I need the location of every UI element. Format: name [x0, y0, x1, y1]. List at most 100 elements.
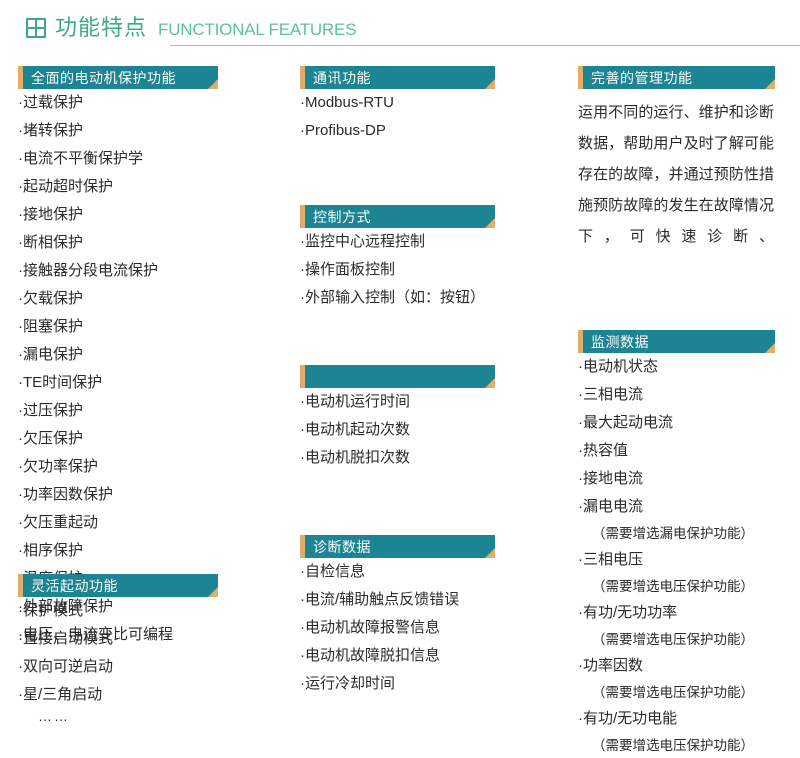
- list-item: ·Modbus-RTU: [300, 94, 394, 111]
- list-item: ·电流/辅助触点反馈错误: [300, 591, 460, 608]
- list-item-note: （需要增选电压保护功能）: [592, 685, 754, 700]
- section-accent-bar: [300, 365, 305, 388]
- list-item: ·漏电保护: [18, 346, 83, 363]
- list-item: ·接地保护: [18, 206, 83, 223]
- list-item: ·欠压重起动: [18, 514, 98, 531]
- list-item: ·监控中心远程控制: [300, 233, 425, 250]
- section-accent-bar: [18, 574, 23, 597]
- section-statistics-data: ·电动机运行时间 ·电动机起动次数 ·电动机脱扣次数: [300, 365, 495, 472]
- list-item: ·欠压保护: [18, 430, 83, 447]
- list-item: ·欠功率保护: [18, 458, 98, 475]
- list-item: ·接地电流: [578, 470, 643, 487]
- list-item-note: （需要增选电压保护功能）: [592, 738, 754, 753]
- list-item: ·直接启动模式: [18, 630, 113, 647]
- list-item: ·三相电流: [578, 386, 643, 403]
- list-item: ·过载保护: [18, 94, 83, 111]
- list-item: ·电动机状态: [578, 358, 658, 375]
- header-divider: [170, 45, 800, 46]
- list-item: ·保护模式: [18, 602, 83, 619]
- corner-fold-icon: [208, 79, 218, 89]
- list-item: ·电动机运行时间: [300, 393, 410, 410]
- list-item-note: （需要增选电压保护功能）: [592, 632, 754, 647]
- list-item: ·接触器分段电流保护: [18, 262, 158, 279]
- list-item: ·电动机故障报警信息: [300, 619, 440, 636]
- section-title: 完善的管理功能: [591, 69, 693, 86]
- section-complete-management-functions: 完善的管理功能 运用不同的运行、维护和诊断数据，帮助用户及时了解可能存在的故障，并…: [578, 66, 775, 252]
- list-item: ·星/三角启动: [18, 686, 103, 703]
- section-header-communication-functions: 通讯功能: [300, 66, 495, 89]
- page-header: 功能特点 FUNCTIONAL FEATURES: [0, 0, 800, 56]
- section-item-list: ·保护模式 ·直接启动模式 ·双向可逆启动 ·星/三角启动: [18, 597, 218, 709]
- corner-fold-icon: [208, 587, 218, 597]
- section-header-monitoring-data: 监测数据: [578, 330, 775, 353]
- corner-fold-icon: [485, 378, 495, 388]
- section-title: 监测数据: [591, 333, 649, 350]
- section-control-modes: 控制方式 ·监控中心远程控制 ·操作面板控制 ·外部输入控制（如：按钮）: [300, 205, 495, 312]
- list-item: ·有功/无功功率: [578, 604, 678, 621]
- section-communication-functions: 通讯功能 ·Modbus-RTU ·Profibus-DP: [300, 66, 495, 145]
- corner-fold-icon: [485, 79, 495, 89]
- section-accent-bar: [578, 330, 583, 353]
- list-ellipsis: ……: [38, 708, 70, 724]
- list-item: ·电动机脱扣次数: [300, 449, 410, 466]
- section-header-comprehensive-motor-protection: 全面的电动机保护功能: [18, 66, 218, 89]
- section-title: 灵活起动功能: [31, 577, 118, 594]
- list-item: ·操作面板控制: [300, 261, 395, 278]
- section-header-flexible-start-functions: 灵活起动功能: [18, 574, 218, 597]
- section-item-list: ·Modbus-RTU ·Profibus-DP: [300, 89, 495, 145]
- list-item: ·欠载保护: [18, 290, 83, 307]
- section-title: 全面的电动机保护功能: [31, 69, 176, 86]
- list-item: ·运行冷却时间: [300, 675, 395, 692]
- list-item: ·双向可逆启动: [18, 658, 113, 675]
- list-item: ·电压、电流变比可编程: [18, 626, 173, 643]
- corner-fold-icon: [485, 218, 495, 228]
- list-item: ·TE时间保护: [18, 374, 103, 391]
- list-item: ·功率因数: [578, 657, 643, 674]
- list-item-note: （需要增选电压保护功能）: [592, 579, 754, 594]
- section-header-control-modes: 控制方式: [300, 205, 495, 228]
- list-item-note: （需要增选漏电保护功能）: [592, 526, 754, 541]
- page-title-cn: 功能特点: [55, 15, 148, 40]
- section-accent-bar: [300, 66, 305, 89]
- list-item: ·外部故障保护: [18, 598, 113, 615]
- section-item-list: ·自检信息 ·电流/辅助触点反馈错误 ·电动机故障报警信息 ·电动机故障脱扣信息 ·运行…: [300, 558, 495, 698]
- list-item: ·自检信息: [300, 563, 365, 580]
- section-item-list: ·电动机运行时间 ·电动机起动次数 ·电动机脱扣次数: [300, 388, 495, 472]
- corner-fold-icon: [765, 79, 775, 89]
- section-item-list: ·过载保护 ·堵转保护 ·电流不平衡保护学 ·起动超时保护 ·接地保护 ·断相保护 ·接触器…: [18, 89, 218, 649]
- section-flexible-start-functions: 灵活起动功能 ·保护模式 ·直接启动模式 ·双向可逆启动 ·星/三角启动 ……: [18, 574, 218, 723]
- section-header-diagnostic-data: 诊断数据: [300, 535, 495, 558]
- section-accent-bar: [18, 66, 23, 89]
- list-item: ·过压保护: [18, 402, 83, 419]
- list-item: ·断相保护: [18, 234, 83, 251]
- section-header-complete-management-functions: 完善的管理功能: [578, 66, 775, 89]
- section-monitoring-data: 监测数据 ·电动机状态 ·三相电流 ·最大起动电流 ·热容值 ·接地电流 ·漏电电流 （需要增…: [578, 330, 775, 758]
- list-item: ·起动超时保护: [18, 178, 113, 195]
- list-item: ·相序保护: [18, 542, 83, 559]
- section-item-list: ·电动机状态 ·三相电流 ·最大起动电流 ·热容值 ·接地电流 ·漏电电流 （需要增选漏电保…: [578, 353, 775, 758]
- list-item: ·Profibus-DP: [300, 122, 386, 139]
- list-item: ·外部输入控制（如：按钮）: [300, 289, 485, 306]
- list-item: ·热容值: [578, 442, 628, 459]
- section-title: 通讯功能: [313, 69, 371, 86]
- content-columns: 全面的电动机保护功能 ·过载保护 ·堵转保护 ·电流不平衡保护学 ·起动超时保护 ·接地保…: [0, 56, 800, 753]
- section-header-statistics-data: [300, 365, 495, 388]
- list-item: ·漏电电流: [578, 498, 643, 515]
- section-title: 诊断数据: [313, 538, 371, 555]
- corner-fold-icon: [765, 343, 775, 353]
- list-item: ·电动机故障脱扣信息: [300, 647, 440, 664]
- page-title-en: FUNCTIONAL FEATURES: [158, 19, 357, 39]
- list-item: ·电流不平衡保护学: [18, 150, 143, 167]
- grid-icon: [26, 18, 46, 38]
- section-title: 控制方式: [313, 208, 371, 225]
- section-item-list: ·监控中心远程控制 ·操作面板控制 ·外部输入控制（如：按钮）: [300, 228, 495, 312]
- corner-fold-icon: [485, 548, 495, 558]
- section-comprehensive-motor-protection: 全面的电动机保护功能 ·过载保护 ·堵转保护 ·电流不平衡保护学 ·起动超时保护 ·接地保…: [18, 66, 218, 649]
- section-accent-bar: [300, 205, 305, 228]
- list-item: ·电动机起动次数: [300, 421, 410, 438]
- list-item: ·有功/无功电能: [578, 710, 678, 727]
- section-accent-bar: [300, 535, 305, 558]
- list-item: ·堵转保护: [18, 122, 83, 139]
- section-diagnostic-data: 诊断数据 ·自检信息 ·电流/辅助触点反馈错误 ·电动机故障报警信息 ·电动机故障脱扣信…: [300, 535, 495, 698]
- list-item: ·三相电压: [578, 551, 643, 568]
